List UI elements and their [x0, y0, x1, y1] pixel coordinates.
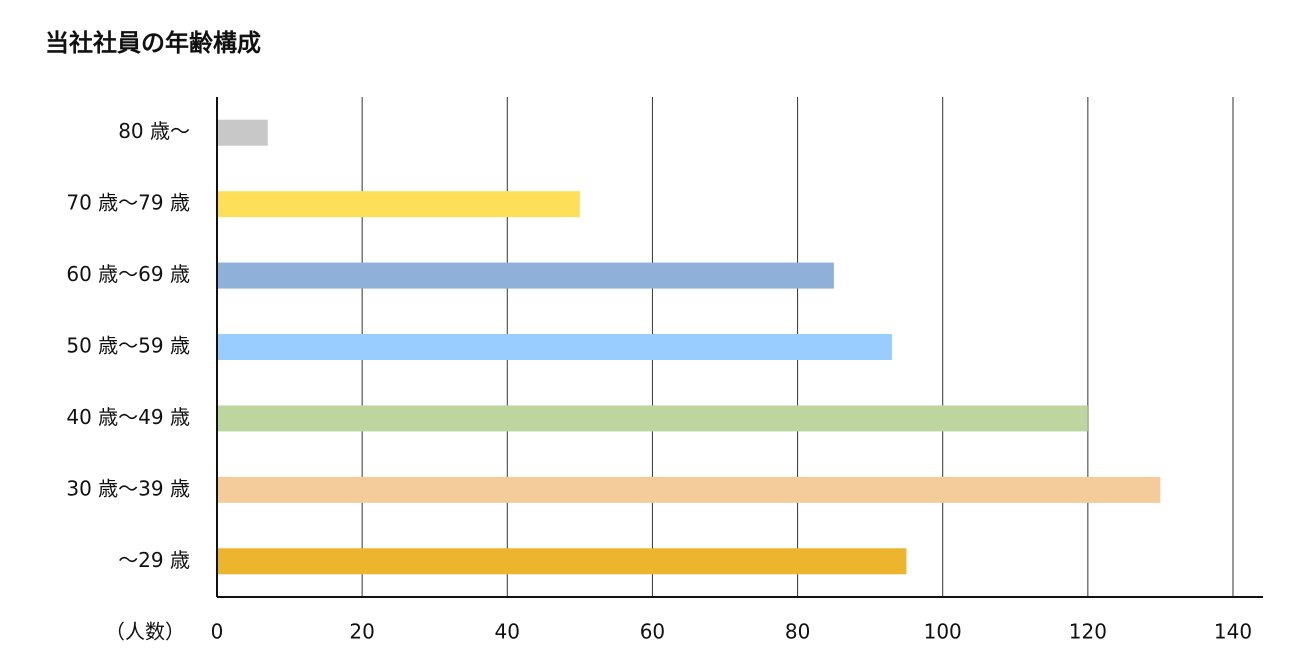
y-tick-label: 〜29 歳	[118, 548, 190, 572]
bar	[217, 476, 1161, 503]
bar	[217, 119, 268, 146]
bar	[217, 334, 892, 360]
bar	[217, 191, 580, 218]
y-tick-label: 70 歳〜79 歳	[66, 191, 190, 215]
x-tick-label: 60	[640, 620, 665, 644]
x-tick-label: 140	[1214, 620, 1252, 644]
y-tick-label: 40 歳〜49 歳	[66, 405, 190, 429]
bar	[217, 405, 1088, 432]
chart-title: 当社社員の年齢構成	[45, 29, 261, 57]
x-tick-label: 20	[349, 620, 374, 644]
y-tick-label: 60 歳〜69 歳	[66, 262, 190, 286]
x-tick-label: 0	[211, 620, 224, 644]
y-tick-label: 50 歳〜59 歳	[66, 334, 190, 358]
x-tick-label: 40	[495, 620, 520, 644]
y-tick-label: 80 歳〜	[118, 119, 190, 143]
x-axis-label: （人数）	[105, 620, 185, 644]
x-tick-label: 100	[924, 620, 962, 644]
x-tick-label: 80	[785, 620, 810, 644]
bar	[217, 548, 907, 575]
y-tick-label: 30 歳〜39 歳	[66, 476, 190, 500]
x-tick-label: 120	[1069, 620, 1107, 644]
bar	[217, 262, 834, 289]
